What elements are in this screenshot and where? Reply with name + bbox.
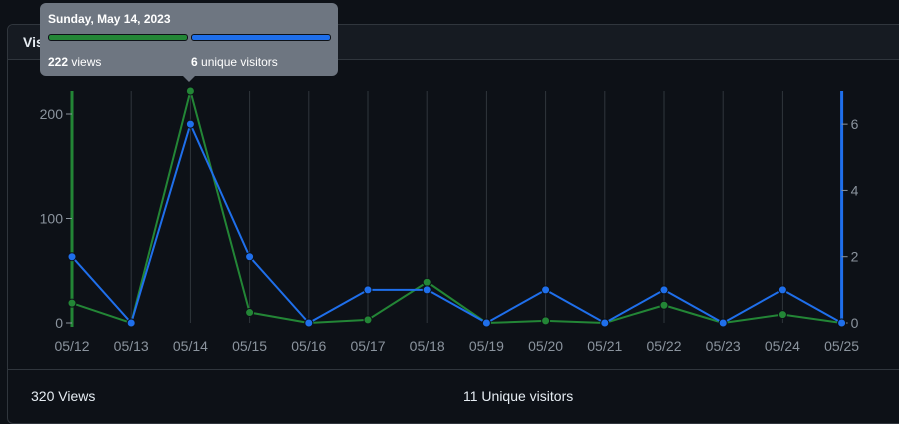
x-tick-label-05-12: 05/12 bbox=[54, 338, 89, 354]
point-unique-visitors-05-13[interactable] bbox=[126, 318, 136, 328]
y-left-tick-label: 0 bbox=[55, 315, 63, 331]
point-unique-visitors-05-18[interactable] bbox=[422, 285, 432, 295]
x-tick-label-05-24: 05/24 bbox=[765, 338, 800, 354]
point-unique-visitors-05-24[interactable] bbox=[777, 285, 787, 295]
tooltip-uniques-label: unique visitors bbox=[201, 55, 278, 69]
series-line-unique-visitors bbox=[71, 123, 843, 324]
x-tick-label-05-15: 05/15 bbox=[232, 338, 267, 354]
x-tick-label-05-14: 05/14 bbox=[173, 338, 208, 354]
y-right-tick-label: 4 bbox=[851, 182, 859, 198]
y-right-tick-label: 0 bbox=[851, 315, 859, 331]
total-views: 320 Views bbox=[31, 388, 96, 404]
x-tick-label-05-16: 05/16 bbox=[291, 338, 326, 354]
point-unique-visitors-05-22[interactable] bbox=[659, 285, 669, 295]
point-unique-visitors-05-15[interactable] bbox=[245, 252, 255, 262]
x-tick-label-05-18: 05/18 bbox=[410, 338, 445, 354]
point-unique-visitors-05-16[interactable] bbox=[304, 318, 314, 328]
x-tick-label-05-17: 05/17 bbox=[350, 338, 385, 354]
point-unique-visitors-05-21[interactable] bbox=[600, 318, 610, 328]
x-tick-label-05-25: 05/25 bbox=[824, 338, 859, 354]
tooltip-views-value: 222 bbox=[48, 55, 69, 69]
tooltip-uniques-bar bbox=[191, 34, 331, 41]
chart-tooltip: Sunday, May 14, 2023 222 views 6 unique … bbox=[40, 3, 338, 82]
point-views-05-18[interactable] bbox=[422, 277, 432, 287]
tooltip-uniques-value: 6 bbox=[191, 55, 198, 69]
total-unique-visitors: 11 Unique visitors bbox=[463, 388, 574, 404]
point-unique-visitors-05-25[interactable] bbox=[837, 318, 847, 328]
tooltip-date: Sunday, May 14, 2023 bbox=[48, 12, 171, 26]
point-unique-visitors-05-17[interactable] bbox=[363, 285, 373, 295]
y-left-tick-label: 200 bbox=[40, 106, 64, 122]
point-views-05-12[interactable] bbox=[67, 298, 77, 308]
y-left-tick-label: 100 bbox=[40, 210, 64, 226]
point-views-05-15[interactable] bbox=[245, 308, 255, 318]
point-unique-visitors-05-23[interactable] bbox=[718, 318, 728, 328]
point-unique-visitors-05-14[interactable] bbox=[185, 119, 195, 129]
tooltip-views: 222 views bbox=[48, 55, 101, 69]
y-right-tick-label: 6 bbox=[851, 116, 859, 132]
x-tick-label-05-19: 05/19 bbox=[469, 338, 504, 354]
x-tick-label-05-13: 05/13 bbox=[114, 338, 149, 354]
tooltip-uniques: 6 unique visitors bbox=[191, 55, 278, 69]
traffic-chart[interactable]: 0 100 200 0 2 4 6 05/12 05/13 05/14 05/15 05/16 05/1… bbox=[0, 0, 899, 369]
series-line-views bbox=[71, 90, 842, 324]
point-views-05-24[interactable] bbox=[777, 310, 787, 320]
tooltip-views-label: views bbox=[71, 55, 102, 69]
point-unique-visitors-05-12[interactable] bbox=[67, 252, 77, 262]
x-tick-label-05-21: 05/21 bbox=[587, 338, 622, 354]
point-unique-visitors-05-20[interactable] bbox=[541, 285, 551, 295]
x-tick-label-05-23: 05/23 bbox=[706, 338, 741, 354]
point-views-05-14[interactable] bbox=[185, 86, 195, 96]
x-tick-label-05-20: 05/20 bbox=[528, 338, 563, 354]
tooltip-views-bar bbox=[48, 34, 188, 41]
x-tick-label-05-22: 05/22 bbox=[646, 338, 681, 354]
y-right-tick-label: 2 bbox=[851, 249, 859, 265]
point-views-05-17[interactable] bbox=[363, 315, 373, 325]
point-unique-visitors-05-19[interactable] bbox=[481, 318, 491, 328]
point-views-05-20[interactable] bbox=[541, 316, 551, 326]
point-views-05-22[interactable] bbox=[659, 300, 669, 310]
footer-divider bbox=[7, 369, 899, 370]
